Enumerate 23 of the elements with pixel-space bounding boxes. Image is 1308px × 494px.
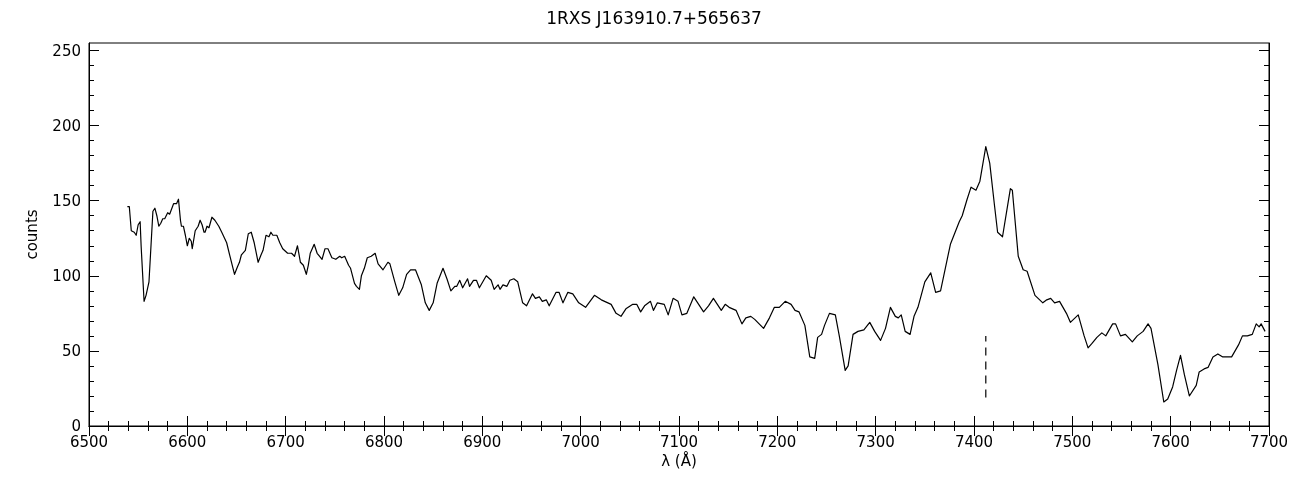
x-tick-label: 7600	[1151, 432, 1190, 451]
x-tick-label: 6600	[168, 432, 207, 451]
y-tick-label: 250	[52, 41, 81, 60]
x-axis-title: λ (Å)	[661, 451, 697, 471]
x-tick-label: 7700	[1249, 432, 1289, 451]
y-tick-label: 100	[52, 266, 81, 285]
chart-title: 1RXS J163910.7+565637	[546, 7, 762, 28]
y-tick-label: 50	[61, 341, 81, 360]
y-axis-title: counts	[22, 209, 41, 260]
y-tick-label: 200	[52, 116, 81, 135]
x-tick-label: 6500	[69, 432, 109, 451]
x-tick-label: 7100	[659, 432, 699, 451]
x-tick-label: 7300	[856, 432, 895, 451]
x-tick-label: 7200	[758, 432, 797, 451]
line-series	[126, 146, 1266, 403]
y-tick-label: 0	[71, 417, 81, 435]
y-tick-label: 150	[52, 191, 81, 210]
x-tick-label: 6700	[266, 432, 305, 451]
x-tick-label: 7400	[954, 432, 994, 451]
x-tick-label: 7000	[561, 432, 600, 451]
x-tick-label: 6900	[463, 432, 502, 451]
x-tick-label: 6800	[364, 432, 404, 451]
x-tick-label: 7500	[1053, 432, 1092, 451]
